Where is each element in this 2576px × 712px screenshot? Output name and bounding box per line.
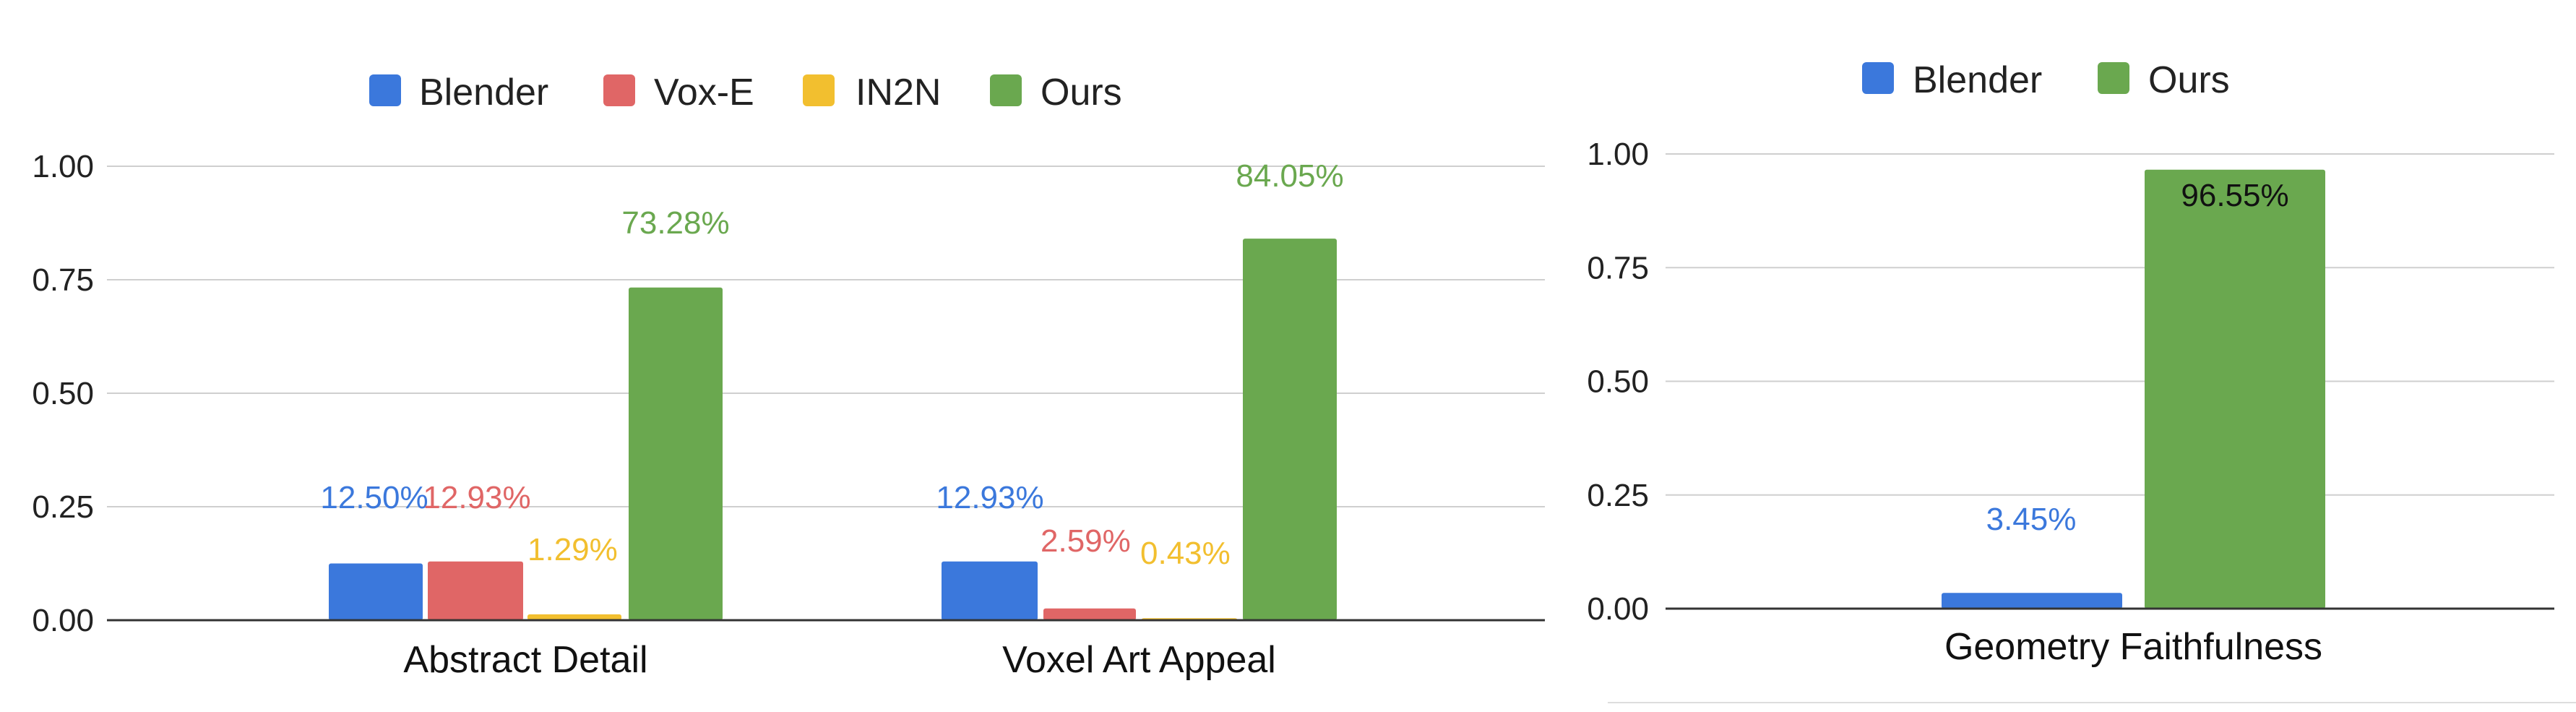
y-tick-label: 0.50 [1587,364,1649,400]
bar-in2n [527,614,621,620]
chart-1: 0.000.250.500.751.0012.50%12.93%1.29%73.… [32,72,1545,681]
data-label: 2.59% [1041,523,1131,559]
legend-label: Ours [1041,72,1122,113]
bar-vox-e [428,561,523,620]
data-label: 1.29% [527,532,618,567]
bar-ours [2145,169,2325,609]
y-tick-label: 0.00 [32,603,94,638]
data-label: 84.05% [1236,158,1343,194]
y-tick-label: 1.00 [32,149,94,184]
legend-label: Blender [1913,59,2042,101]
legend-swatch [369,74,401,106]
data-label: 96.55% [2181,178,2288,213]
bar-ours [629,287,723,620]
legend-swatch [1862,62,1894,94]
y-tick-label: 1.00 [1587,137,1649,172]
data-label: 12.93% [936,480,1043,515]
legend-swatch [803,74,835,106]
y-tick-label: 0.00 [1587,591,1649,627]
data-label: 12.50% [320,480,428,515]
y-tick-label: 0.25 [1587,478,1649,513]
y-tick-label: 0.75 [1587,250,1649,286]
y-tick-label: 0.25 [32,489,94,525]
legend-swatch [603,74,635,106]
chart-2: 0.00 0.25 0.50 0.75 1.00 3.45% 96.55% Geometry … [1587,59,2554,668]
legend-swatch [2098,62,2129,94]
legend-label: Blender [419,72,548,113]
bar-blender [1942,593,2122,609]
bar-vox-e [1043,608,1136,620]
y-tick-label: 0.75 [32,262,94,298]
x-category-label: Geometry Faithfulness [1944,626,2322,668]
data-label: 12.93% [423,480,530,515]
data-label: 73.28% [621,205,729,241]
bar-blender [942,561,1038,620]
data-label: 0.43% [1140,536,1231,571]
legend-label: Ours [2148,59,2230,101]
bar-ours [1243,239,1337,620]
legend-label: IN2N [856,72,941,113]
legend-swatch [990,74,1022,106]
legend-label: Vox-E [654,72,754,113]
bar-blender [329,563,423,620]
x-category-label: Abstract Detail [403,639,647,681]
y-tick-label: 0.50 [32,376,94,411]
x-category-label: Voxel Art Appeal [1002,639,1276,681]
data-label: 3.45% [1986,502,2077,537]
